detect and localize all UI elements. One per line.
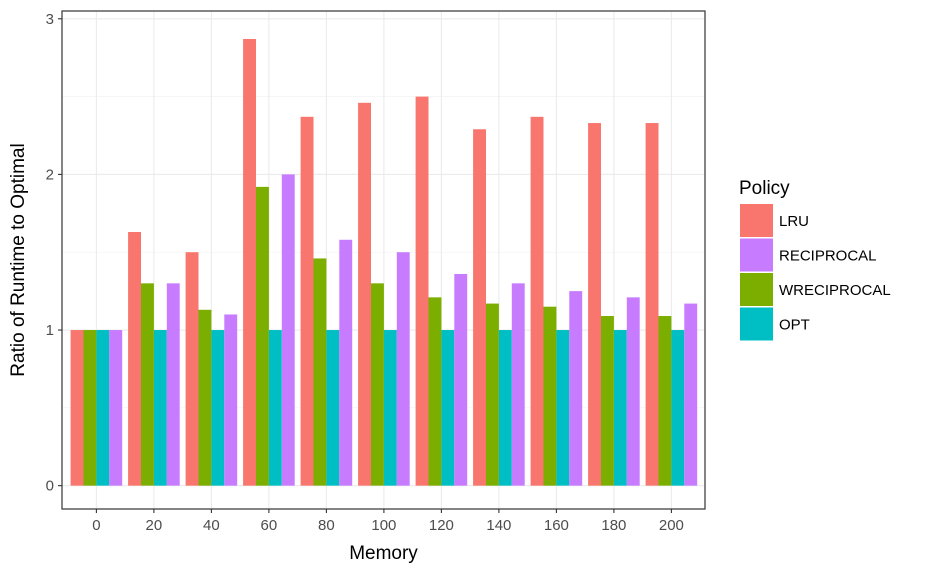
legend-key-wreciprocal (740, 273, 773, 306)
bar-opt-120 (441, 330, 455, 486)
bar-opt-80 (326, 330, 340, 486)
bars (70, 39, 698, 486)
bar-opt-40 (211, 330, 225, 486)
x-tick-label: 80 (318, 517, 335, 534)
bar-wreciprocal-180 (601, 316, 614, 486)
y-tick-label: 0 (46, 478, 54, 495)
x-tick-label: 40 (203, 517, 220, 534)
y-axis-title: Ratio of Runtime to Optimal (8, 143, 29, 376)
bar-wreciprocal-80 (313, 258, 327, 486)
x-tick-label: 200 (659, 517, 684, 534)
bar-lru-140 (473, 129, 486, 486)
bar-reciprocal-20 (166, 283, 180, 486)
bar-reciprocal-80 (339, 239, 353, 486)
x-axis: 0 20 40 60 80 100 120 140 160 180 200 (92, 509, 684, 534)
legend-label-reciprocal: RECIPROCAL (779, 248, 877, 265)
bar-wreciprocal-140 (486, 303, 499, 486)
bar-lru-40 (185, 252, 199, 486)
bar-opt-140 (498, 330, 512, 486)
bar-opt-200 (671, 330, 685, 486)
bar-opt-160 (556, 330, 570, 486)
bar-lru-120 (415, 96, 429, 486)
bar-reciprocal-0 (109, 330, 123, 486)
bar-reciprocal-60 (281, 174, 295, 486)
bar-reciprocal-100 (396, 252, 410, 486)
y-tick-label: 3 (46, 11, 54, 28)
bar-wreciprocal-120 (428, 297, 442, 486)
legend-key-lru (740, 204, 773, 237)
x-tick-label: 60 (261, 517, 278, 534)
legend-label-opt: OPT (779, 317, 810, 334)
bar-lru-160 (530, 116, 544, 486)
bar-opt-60 (268, 330, 282, 486)
bar-lru-20 (128, 231, 141, 486)
bar-wreciprocal-40 (198, 309, 212, 486)
bar-opt-180 (613, 330, 627, 486)
x-tick-label: 120 (429, 517, 454, 534)
bar-wreciprocal-0 (83, 330, 97, 486)
bar-reciprocal-160 (569, 291, 583, 486)
x-axis-title: Memory (349, 543, 418, 564)
bar-opt-20 (153, 330, 167, 486)
bar-wreciprocal-20 (141, 283, 154, 486)
bar-reciprocal-40 (224, 314, 238, 486)
bar-lru-60 (243, 39, 256, 486)
bar-lru-200 (645, 123, 659, 486)
bar-lru-100 (358, 102, 371, 486)
bar-lru-0 (70, 330, 84, 486)
bar-wreciprocal-200 (658, 316, 672, 486)
bar-lru-180 (588, 123, 601, 486)
y-tick-label: 2 (46, 166, 54, 183)
x-tick-label: 20 (146, 517, 163, 534)
bar-reciprocal-140 (511, 283, 525, 486)
bar-opt-0 (96, 330, 110, 486)
bar-reciprocal-200 (684, 303, 698, 486)
legend-key-reciprocal (740, 238, 773, 272)
x-tick-label: 0 (92, 517, 100, 534)
legend-title: Policy (739, 178, 790, 199)
bar-wreciprocal-160 (543, 306, 557, 486)
legend-label-lru: LRU (779, 213, 809, 230)
bar-opt-100 (383, 330, 397, 486)
legend-label-wreciprocal: WRECIPROCAL (779, 282, 891, 299)
x-tick-label: 180 (601, 517, 626, 534)
x-tick-label: 100 (371, 517, 396, 534)
y-tick-label: 1 (46, 322, 54, 339)
legend-key-opt (740, 307, 773, 341)
bar-lru-80 (300, 116, 314, 486)
legend: Policy LRU RECIPROCAL WRECIPROCAL OPT (739, 178, 891, 341)
bar-wreciprocal-100 (371, 283, 384, 486)
bar-reciprocal-120 (454, 274, 468, 486)
x-tick-label: 160 (544, 517, 569, 534)
y-axis: 0 1 2 3 (46, 11, 62, 495)
bar-wreciprocal-60 (256, 186, 269, 486)
bar-reciprocal-180 (626, 297, 640, 486)
x-tick-label: 140 (486, 517, 511, 534)
